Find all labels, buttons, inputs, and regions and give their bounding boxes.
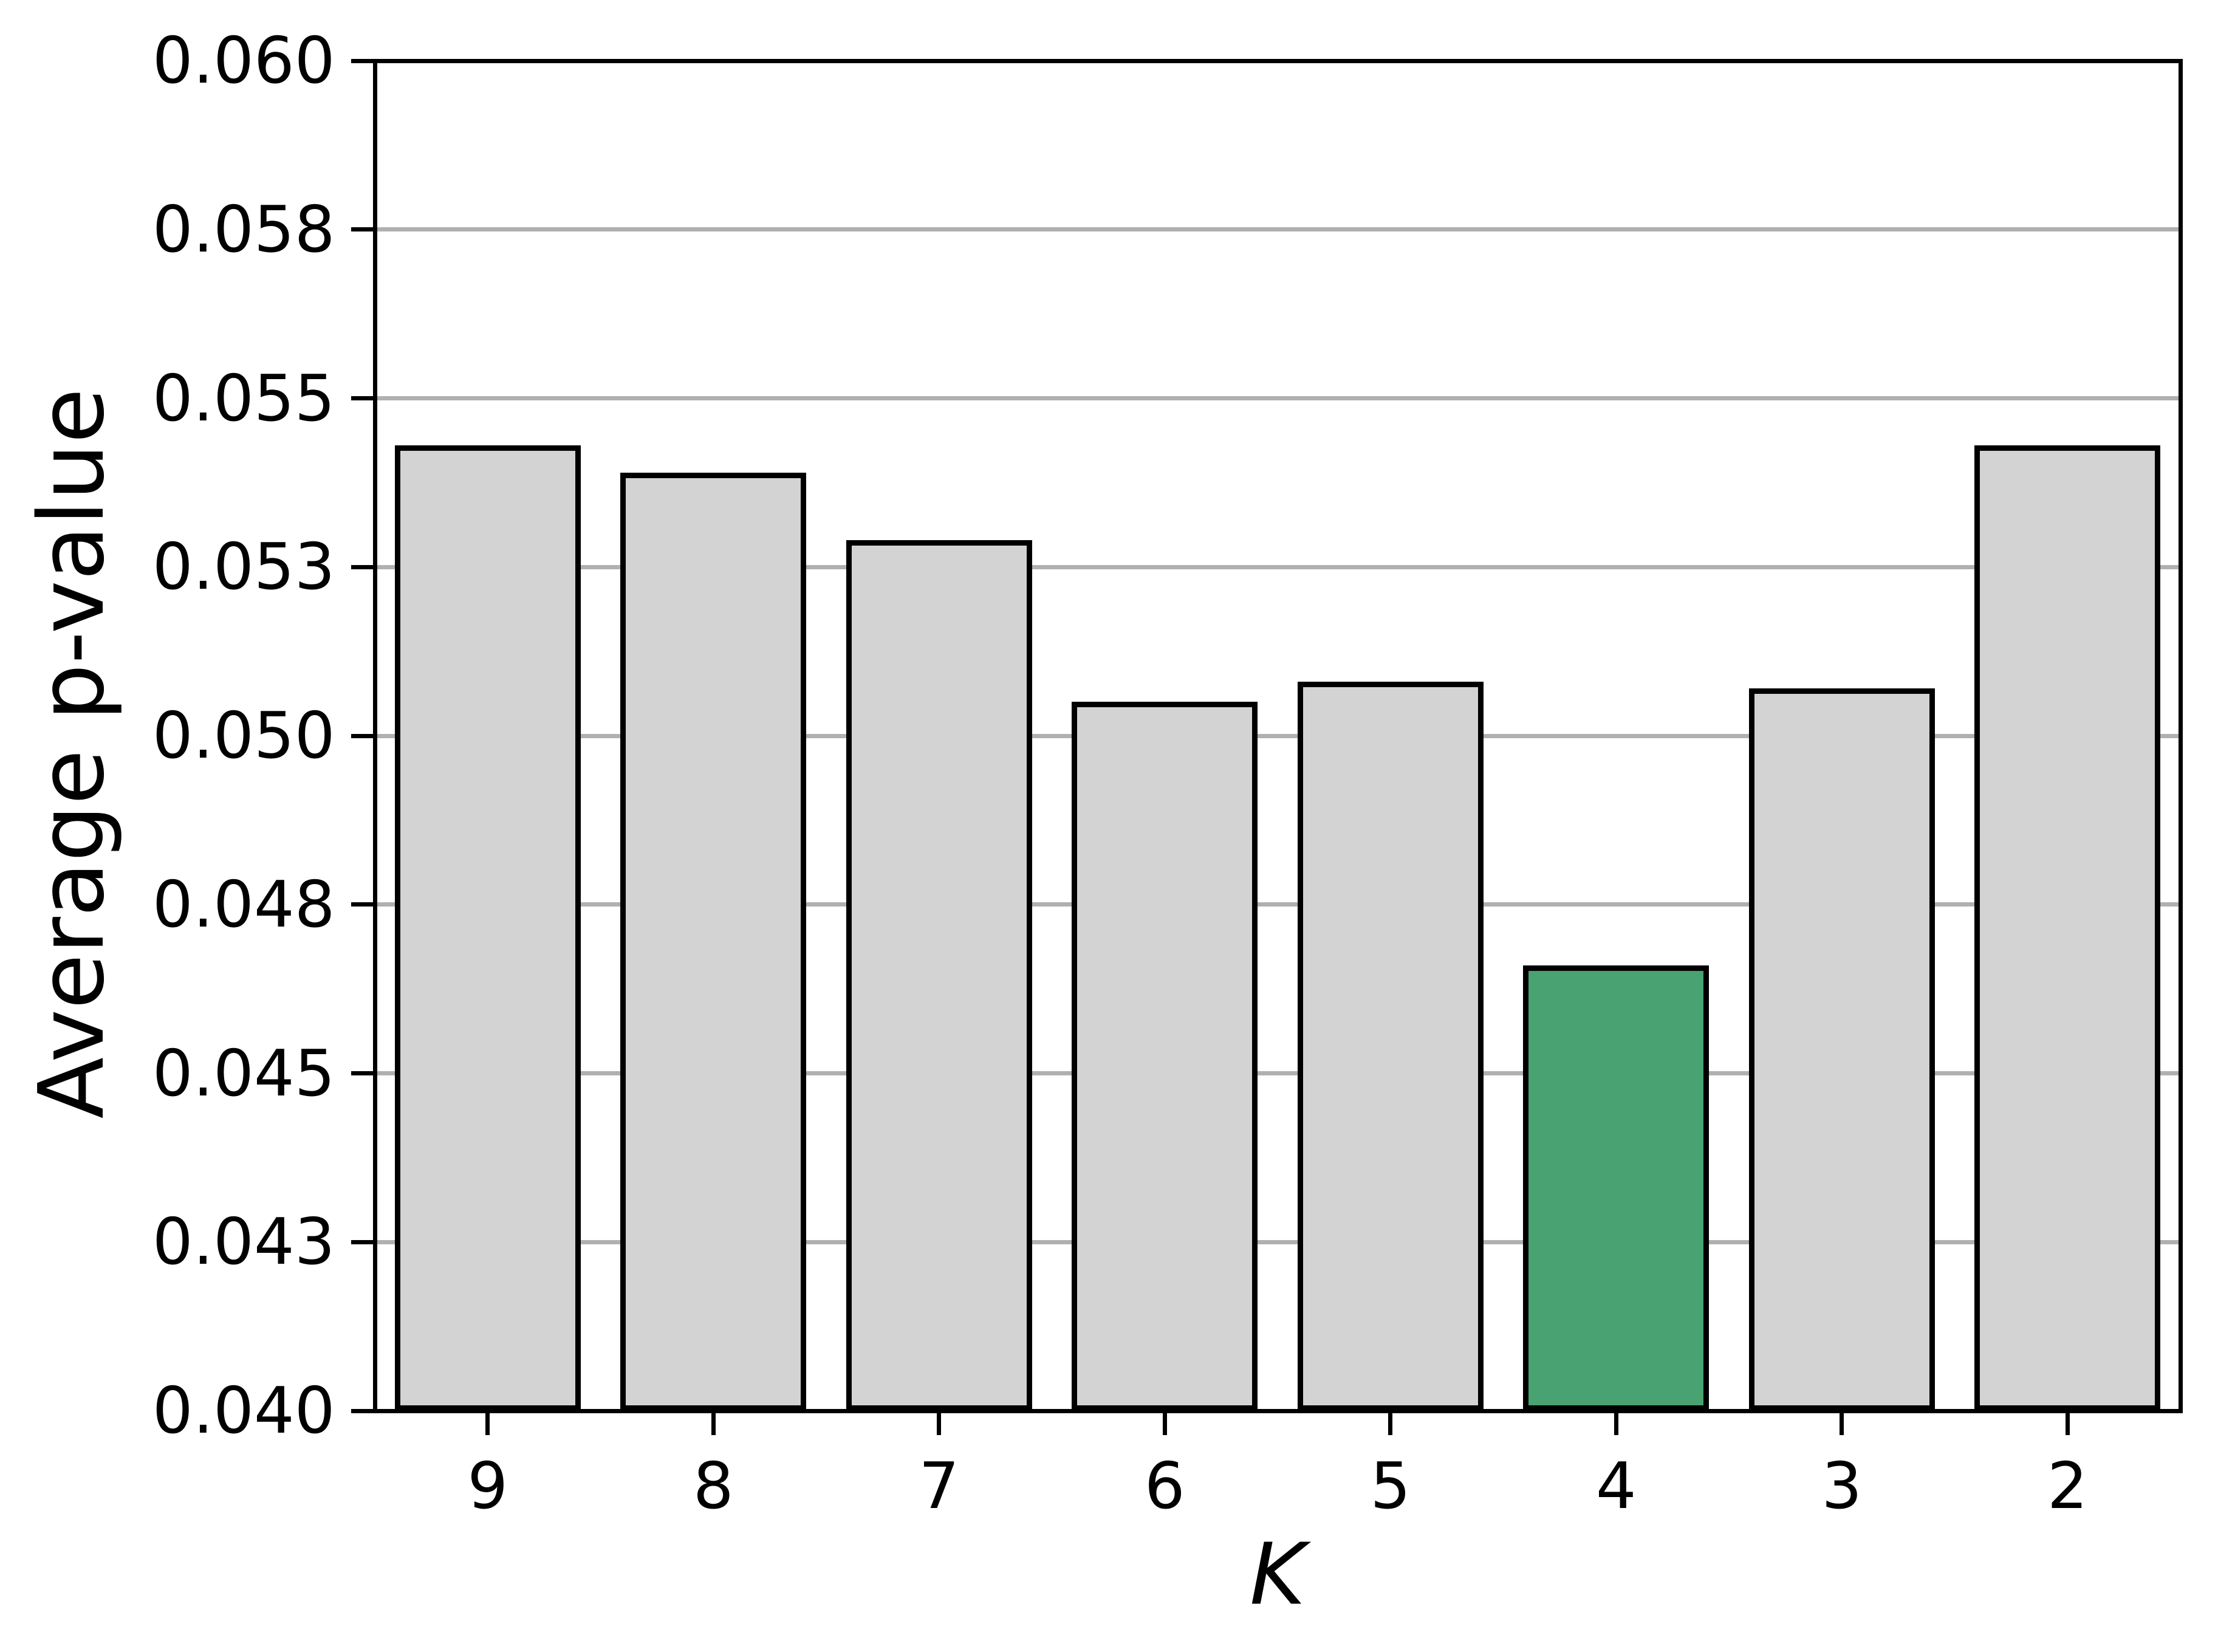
- gridline: [375, 396, 2180, 400]
- y-tick-label: 0.060: [152, 24, 335, 98]
- y-tick-mark: [351, 1408, 373, 1413]
- bar: [394, 445, 581, 1411]
- y-tick-label: 0.048: [152, 867, 335, 942]
- y-tick-mark: [351, 58, 373, 63]
- x-tick-mark: [2065, 1413, 2070, 1435]
- bar: [1748, 688, 1935, 1411]
- gridline: [375, 564, 2180, 569]
- gridline: [375, 1071, 2180, 1075]
- y-tick-label: 0.045: [152, 1036, 335, 1111]
- x-tick-mark: [937, 1413, 942, 1435]
- x-tick-label: 2: [2047, 1449, 2088, 1523]
- x-tick-label: 7: [919, 1449, 960, 1523]
- bar: [1974, 445, 2161, 1411]
- y-tick-mark: [351, 396, 373, 400]
- gridline: [375, 1239, 2180, 1244]
- y-tick-mark: [351, 227, 373, 232]
- y-tick-mark: [351, 733, 373, 738]
- top-spine: [372, 58, 2183, 63]
- gridline: [375, 902, 2180, 907]
- x-tick-mark: [1840, 1413, 1844, 1435]
- y-tick-mark: [351, 902, 373, 907]
- x-axis-title: K: [1250, 1525, 1306, 1625]
- x-tick-label: 6: [1144, 1449, 1185, 1523]
- x-tick-mark: [1388, 1413, 1393, 1435]
- left-spine: [372, 58, 377, 1413]
- y-tick-mark: [351, 1239, 373, 1244]
- bar-highlighted: [1523, 965, 1710, 1411]
- x-tick-label: 8: [693, 1449, 734, 1523]
- y-tick-label: 0.058: [152, 192, 335, 267]
- x-tick-mark: [1614, 1413, 1618, 1435]
- y-tick-label: 0.055: [152, 361, 335, 436]
- y-tick-label: 0.053: [152, 530, 335, 605]
- x-tick-label: 5: [1370, 1449, 1411, 1523]
- bar: [1297, 682, 1484, 1411]
- y-tick-label: 0.040: [152, 1374, 335, 1448]
- x-tick-label: 9: [467, 1449, 508, 1523]
- bar: [1072, 702, 1258, 1411]
- x-tick-label: 3: [1821, 1449, 1863, 1523]
- y-tick-label: 0.043: [152, 1205, 335, 1280]
- x-tick-label: 4: [1595, 1449, 1637, 1523]
- x-tick-mark: [711, 1413, 716, 1435]
- x-tick-mark: [485, 1413, 490, 1435]
- y-tick-label: 0.050: [152, 699, 335, 773]
- y-tick-mark: [351, 1071, 373, 1075]
- y-tick-mark: [351, 564, 373, 569]
- gridline: [375, 227, 2180, 232]
- x-tick-mark: [1162, 1413, 1167, 1435]
- bar: [620, 472, 807, 1411]
- gridline: [375, 733, 2180, 738]
- bottom-spine: [372, 1408, 2183, 1413]
- right-spine: [2178, 58, 2183, 1413]
- bar: [846, 540, 1032, 1411]
